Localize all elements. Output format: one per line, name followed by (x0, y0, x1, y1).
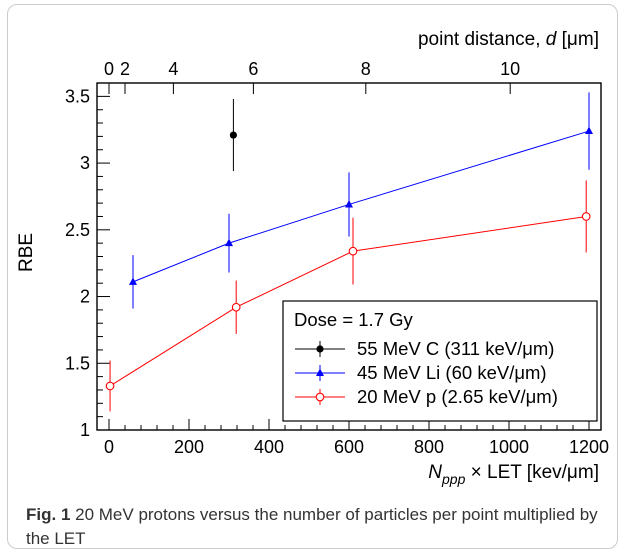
data-point (105, 381, 115, 391)
x-tick-label: 400 (254, 437, 284, 457)
data-point (129, 277, 137, 285)
data-point (581, 212, 591, 221)
y-tick-label: 2 (80, 287, 90, 307)
x-tick-label: 600 (334, 437, 364, 457)
x2-tick-label: 0 (104, 59, 114, 79)
x-axis-title: Nppp × LET [kev/μm] (428, 462, 599, 487)
data-point (345, 199, 353, 208)
caption-text: 20 MeV protons versus the number of part… (26, 505, 598, 548)
legend-label: 45 MeV Li (60 keV/μm) (357, 362, 547, 383)
y-tick-label: 3 (80, 153, 90, 173)
y-tick-label: 1.5 (65, 353, 90, 373)
data-point (316, 345, 324, 353)
legend-label: 20 MeV p (2.65 keV/μm) (357, 386, 558, 407)
x2-tick-label: 2 (120, 59, 130, 79)
x-axis-title-sub: ppp (441, 471, 466, 487)
series-line (132, 130, 590, 283)
x2-tick-label: 8 (361, 59, 371, 79)
legend-label: 55 MeV C (311 keV/μm) (357, 338, 554, 359)
x-axis-title-var: N (428, 462, 442, 483)
y-tick-label: 3.5 (65, 86, 90, 106)
x2-axis-title-post: [μm] (556, 29, 599, 50)
x-tick-label: 0 (104, 437, 114, 457)
x-axis-title-rest: × LET [kev/μm] (465, 462, 599, 483)
x2-tick-label: 6 (248, 59, 258, 79)
x2-axis-title: point distance, d [μm] (418, 29, 599, 50)
figure-caption: Fig. 1 20 MeV protons versus the number … (26, 503, 616, 548)
legend-box (282, 300, 598, 422)
x-tick-label: 1000 (489, 437, 529, 457)
legend-title: Dose = 1.7 Gy (294, 309, 414, 330)
data-point (348, 246, 358, 256)
x-tick-label: 1200 (569, 437, 609, 457)
x2-tick-label: 4 (168, 59, 178, 79)
x-tick-label: 800 (414, 437, 444, 457)
series-line (109, 215, 587, 387)
data-point (316, 368, 324, 376)
y-axis-title: RBE (16, 233, 37, 272)
data-point (231, 302, 241, 312)
y-tick-label: 2.5 (65, 220, 90, 240)
data-point (229, 131, 237, 139)
x2-axis-title-pre: point distance, (418, 29, 546, 50)
x2-axis-title-var: d (546, 29, 558, 50)
figure-label: Fig. 1 (26, 505, 71, 524)
data-point (315, 392, 325, 402)
x2-tick-label: 10 (500, 59, 520, 79)
figure-panel: 0 200 400 600 800 1000 1200 1 1.5 2 2.5 3 3.5 0 2 4 6 8 10… (7, 4, 618, 549)
data-point (225, 238, 233, 247)
x-tick-label: 200 (174, 437, 204, 457)
data-point (585, 126, 593, 135)
y-tick-label: 1 (80, 420, 90, 440)
